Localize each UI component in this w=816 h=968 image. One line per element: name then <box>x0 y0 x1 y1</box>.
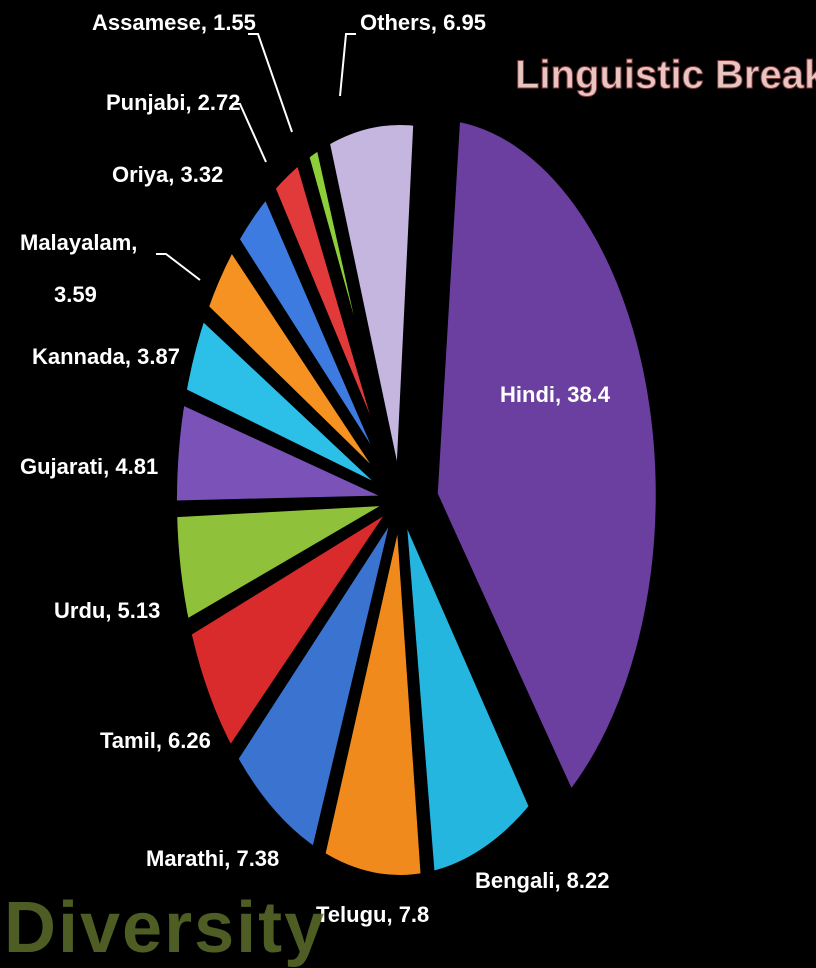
slice-labels: Hindi, 38.4 Bengali, 8.22 Telugu, 7.8 Ma… <box>20 10 611 927</box>
pie-chart: Linguistic Breakup Hindi, 38.4 Bengali, … <box>20 10 816 927</box>
leader-lines <box>156 33 356 281</box>
leader-line-punjabi <box>232 103 267 163</box>
pie-slice-marathi <box>227 495 405 859</box>
pie-slice-hindi <box>427 111 666 803</box>
slice-label-malayalam-value: 3.59 <box>54 282 97 307</box>
slice-label-malayalam: Malayalam, <box>20 230 137 255</box>
slice-label-bengali: Bengali, 8.22 <box>475 868 610 893</box>
pie-slice-gujarati <box>166 393 405 511</box>
pie-slice-urdu <box>167 495 405 631</box>
slice-label-oriya: Oriya, 3.32 <box>112 162 223 187</box>
leader-line-assamese <box>248 33 293 133</box>
pie-slice-tamil <box>181 495 405 759</box>
slice-label-assamese: Assamese, 1.55 <box>92 10 256 35</box>
slice-label-marathi: Marathi, 7.38 <box>146 846 279 871</box>
leader-line-malayalam <box>156 253 201 281</box>
slice-label-kannada: Kannada, 3.87 <box>32 344 180 369</box>
pie-slice-others <box>319 114 424 505</box>
leader-line-others <box>339 33 356 97</box>
pie-slice-bengali <box>395 495 540 882</box>
slice-label-punjabi: Punjabi, 2.72 <box>106 90 241 115</box>
background-word: Diversity <box>4 888 327 968</box>
slice-label-urdu: Urdu, 5.13 <box>54 598 160 623</box>
slice-label-others: Others, 6.95 <box>360 10 486 35</box>
slice-label-tamil: Tamil, 6.26 <box>100 728 211 753</box>
slice-label-gujarati: Gujarati, 4.81 <box>20 454 158 479</box>
pie-slices <box>166 111 666 886</box>
slice-label-hindi: Hindi, 38.4 <box>500 382 611 407</box>
pie-slice-telugu <box>315 495 431 886</box>
slice-label-telugu: Telugu, 7.8 <box>316 902 429 927</box>
chart-title: Linguistic Breakup <box>515 53 816 97</box>
